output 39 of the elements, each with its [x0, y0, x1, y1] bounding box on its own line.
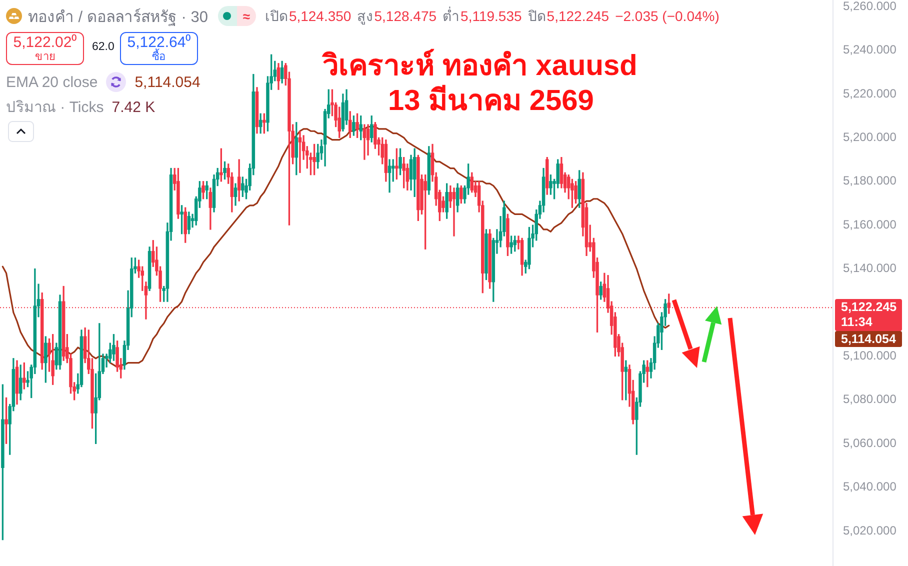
annotation: 5,122.02⁰: [12, 34, 78, 51]
annotation: ขาย: [34, 51, 56, 64]
y-tick-label: 5,220.000: [843, 86, 897, 100]
sell-button: 5,122.02⁰ ขาย: [6, 32, 84, 65]
annotation: −2.035 (−0.04%): [615, 8, 720, 24]
y-tick-label: 5,020.000: [843, 523, 897, 538]
annotation: 5,114.054: [134, 74, 200, 90]
buy-button: 5,122.64⁰ ซื้อ: [120, 32, 198, 65]
candlestick: [298, 130, 302, 173]
annotation: ปิด: [528, 7, 546, 26]
y-tick-label: 5,200.000: [843, 130, 897, 144]
ref-line-label: 5,122.245: [840, 300, 898, 315]
text: 13 มีนาคม 2569: [387, 84, 595, 118]
annotation: ปริมาณ · Ticks: [6, 98, 104, 118]
y-tick-label: 5,240.000: [843, 42, 897, 57]
y-tick-label: 5,100.000: [843, 348, 897, 363]
y-tick-label: 5,260.000: [843, 0, 897, 13]
annotation: เปิด: [264, 7, 288, 26]
y-tick-label: 5,060.000: [843, 436, 897, 450]
annotation: ซื้อ: [152, 51, 166, 64]
annotation: EMA 20 close: [6, 74, 98, 90]
text: วิเคราะห์ ทองคำ xauusd: [321, 49, 638, 83]
y-tick-label: 5,080.000: [843, 392, 897, 406]
annotation: 62.0: [92, 41, 114, 53]
annotation: 7.42 K: [112, 98, 156, 116]
y-tick-label: 5,160.000: [843, 217, 897, 232]
annotation: ต่ำ: [442, 6, 460, 26]
annotation: ทองคำ / ดอลลาร์สหรัฐ · 30: [28, 7, 208, 28]
y-tick-label: 5,180.000: [843, 174, 897, 188]
annotation: 5,122.245: [546, 8, 610, 24]
annotation: 5,124.350: [288, 8, 352, 24]
price-tag: 5,114.054: [835, 330, 902, 347]
annotation: 5,119.535: [460, 8, 522, 24]
y-tick-label: 5,140.000: [843, 261, 897, 276]
annotation: ≈: [236, 6, 256, 26]
y-tick-label: 5,040.000: [843, 480, 897, 494]
annotation: สูง: [357, 7, 374, 27]
annotation: 5,128.475: [374, 8, 437, 24]
price-tag: 5,122.245 11:34: [835, 298, 902, 331]
